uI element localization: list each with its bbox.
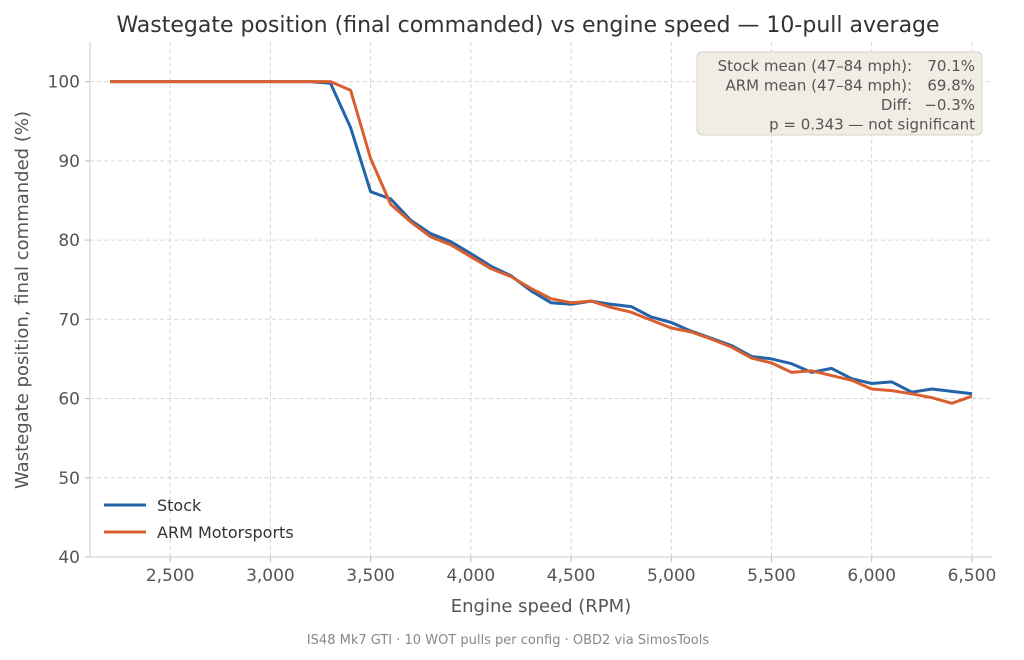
axes: 2,500 3,000 3,500 4,000 4,500 5,000 5,500 6,000… [48, 42, 997, 586]
x-tick-label: 2,500 [146, 566, 195, 586]
annotation-label: Stock mean (47–84 mph): [718, 57, 912, 75]
footer-note: IS48 Mk7 GTI · 10 WOT pulls per config ·… [307, 633, 710, 648]
stats-annotation: Stock mean (47–84 mph): 70.1% ARM mean (47… [696, 51, 983, 136]
x-tick-label: 4,500 [547, 566, 596, 586]
x-tick-label: 3,500 [346, 566, 395, 586]
y-tick-label: 50 [58, 469, 80, 489]
legend: Stock ARM Motorsports [104, 496, 294, 542]
series-line-arm [110, 80, 973, 405]
annotation-value: 70.1% [927, 57, 975, 75]
annotation-box [696, 51, 983, 136]
y-tick-label: 60 [58, 390, 80, 410]
x-tick-label: 3,000 [246, 566, 295, 586]
y-axis-label: Wastegate position, final commanded (%) [12, 111, 33, 489]
annotation-text: p = 0.343 — not significant [769, 116, 975, 134]
annotation-value: 69.8% [927, 77, 975, 95]
x-tick-label: 5,000 [647, 566, 696, 586]
annotation-label: Diff: [881, 96, 912, 114]
chart-title: Wastegate position (final commanded) vs … [116, 13, 939, 38]
x-tick-label: 6,500 [948, 566, 997, 586]
x-axis-label: Engine speed (RPM) [451, 596, 631, 617]
x-tick-label: 5,500 [747, 566, 796, 586]
y-tick-label: 90 [58, 152, 80, 172]
legend-label: ARM Motorsports [157, 523, 294, 542]
x-tick-label: 4,000 [447, 566, 496, 586]
annotation-label: ARM mean (47–84 mph): [725, 77, 912, 95]
y-tick-label: 80 [58, 231, 80, 251]
y-tick-label: 40 [58, 548, 80, 568]
y-tick-label: 100 [48, 73, 80, 93]
series-lines [110, 80, 973, 405]
y-tick-label: 70 [58, 310, 80, 330]
annotation-value: −0.3% [924, 96, 975, 114]
x-tick-label: 6,000 [847, 566, 896, 586]
legend-label: Stock [157, 496, 202, 515]
